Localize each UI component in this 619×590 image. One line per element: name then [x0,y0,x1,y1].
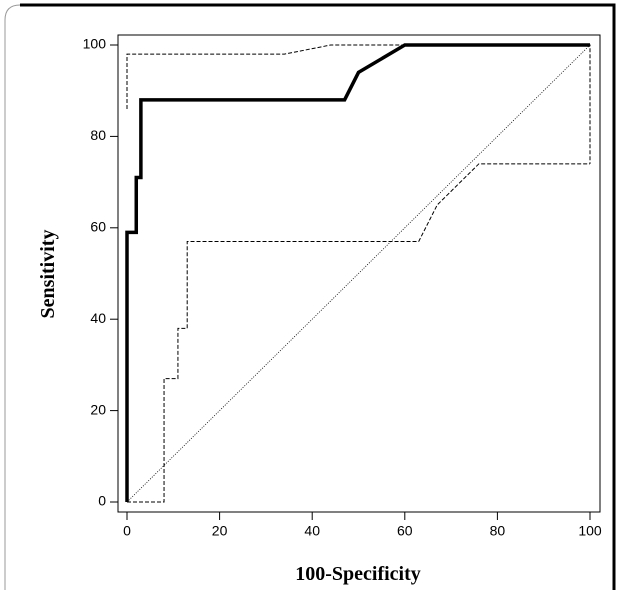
y-tick-label: 60 [90,219,106,235]
roc-line [125,43,590,502]
x-tick-label: 80 [490,523,506,539]
frame [20,3,616,590]
roc-line [127,163,590,503]
x-tick-label: 100 [578,523,602,539]
x-tick-label: 60 [397,523,413,539]
x-tick-label: 20 [212,523,228,539]
roc-line [126,44,591,503]
roc-line [126,44,591,164]
y-tick-label: 80 [90,127,106,143]
plot-frame [117,34,601,513]
y-tick-label: 20 [90,401,106,417]
y-tick-label: 40 [90,310,106,326]
y-tick-label: 100 [83,36,107,52]
y-tick-label: 0 [98,493,106,509]
x-tick-label: 40 [304,523,320,539]
frame-left [4,4,21,590]
y-axis-title: Sensitivity [37,230,59,319]
x-tick-label: 0 [123,523,131,539]
x-axis-title: 100-Specificity [295,563,421,585]
